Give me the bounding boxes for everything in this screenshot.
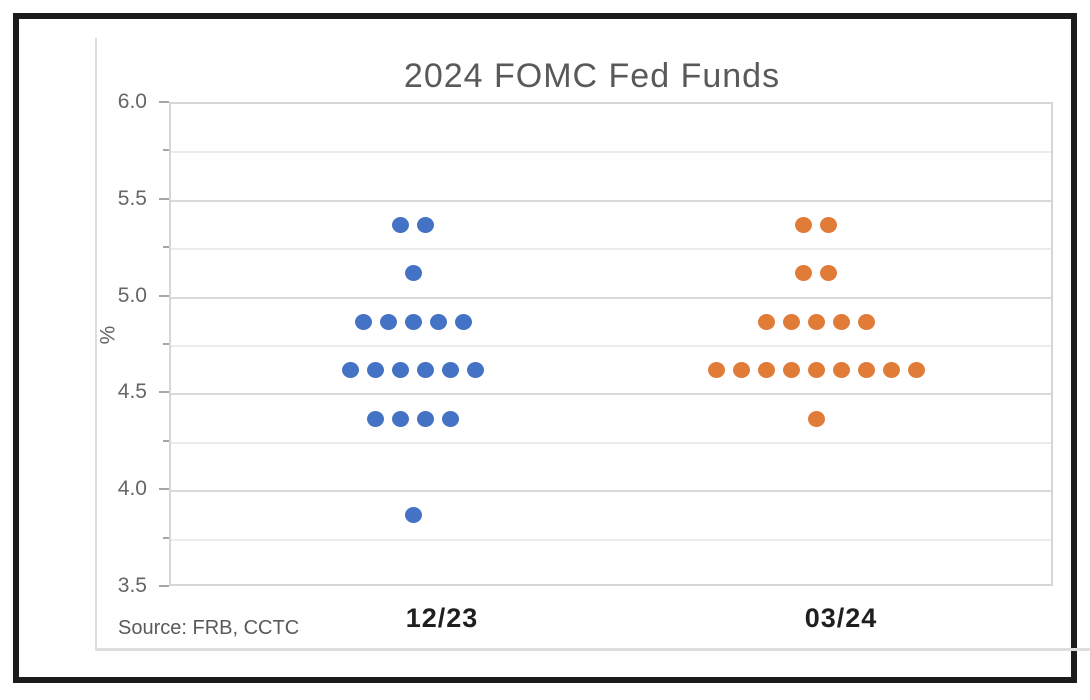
x-label-03-24: 03/24 <box>804 603 878 633</box>
y-tick-mark <box>159 488 169 491</box>
gridline <box>171 296 1051 299</box>
y-tick-mark <box>163 149 169 152</box>
gridline <box>171 345 1051 347</box>
dot-12-23 <box>342 362 359 379</box>
gridline <box>171 248 1051 251</box>
dot-03-24 <box>820 217 837 233</box>
y-tick-label: 4.5 <box>117 380 147 404</box>
gridline <box>171 538 1051 541</box>
gridline <box>171 151 1051 154</box>
dot-12-23 <box>354 313 372 330</box>
dot-12-23 <box>392 217 409 233</box>
dot-12-23 <box>404 265 422 282</box>
dot-12-23 <box>404 507 422 524</box>
gridline <box>171 199 1051 202</box>
dot-03-24 <box>782 313 800 330</box>
dot-12-23 <box>379 313 397 330</box>
gridline <box>171 393 1051 396</box>
dot-12-23 <box>392 410 409 427</box>
y-tick-label: 3.5 <box>117 574 147 597</box>
dot-12-23 <box>367 410 384 427</box>
dot-12-23 <box>429 313 447 330</box>
dot-03-24 <box>820 265 837 282</box>
dot-12-23 <box>417 362 434 379</box>
y-tick-mark <box>159 294 169 297</box>
dot-03-24 <box>882 362 900 379</box>
y-tick-mark <box>159 585 169 587</box>
y-tick-mark <box>163 343 169 345</box>
y-tick-mark <box>159 197 169 200</box>
dot-12-23 <box>417 217 434 233</box>
dot-03-24 <box>795 265 812 282</box>
source-note: Source: FRB, CCTC <box>118 617 300 639</box>
dot-03-24 <box>857 313 875 330</box>
x-label-12-23: 12/23 <box>405 603 479 633</box>
y-tick-label: 5.0 <box>117 283 147 307</box>
dot-12-23 <box>442 362 459 379</box>
gridline <box>171 441 1051 444</box>
dot-12-23 <box>392 362 409 379</box>
dot-03-24 <box>857 362 875 379</box>
dot-03-24 <box>807 362 825 379</box>
dot-03-24 <box>807 313 825 330</box>
dot-03-24 <box>832 362 850 379</box>
gridline <box>171 490 1051 493</box>
y-tick-mark <box>163 439 169 442</box>
dot-03-24 <box>757 313 775 330</box>
y-tick-mark <box>163 536 169 539</box>
plot-area <box>169 102 1053 586</box>
dot-12-23 <box>404 313 422 330</box>
dot-03-24 <box>732 362 750 379</box>
y-tick-label: 5.5 <box>117 186 147 210</box>
dot-03-24 <box>757 362 775 379</box>
y-tick-mark <box>163 246 169 249</box>
dot-12-23 <box>417 410 434 427</box>
y-axis-title: % <box>96 325 120 345</box>
dot-12-23 <box>467 362 484 379</box>
dot-03-24 <box>832 313 850 330</box>
outer-frame: 2024 FOMC Fed Funds % 6.0 5.5 5.0 4.5 4.0 3.5… <box>13 13 1090 683</box>
y-tick-mark <box>159 391 169 394</box>
dot-12-23 <box>367 362 384 379</box>
dot-12-23 <box>442 410 459 427</box>
chart-title: 2024 FOMC Fed Funds <box>403 57 781 95</box>
y-tick-label: 6.0 <box>117 90 147 113</box>
dot-03-24 <box>707 362 725 379</box>
y-tick-mark <box>159 101 169 103</box>
dot-03-24 <box>782 362 800 379</box>
dot-03-24 <box>907 362 925 379</box>
y-tick-label: 4.0 <box>117 477 147 501</box>
dot-03-24 <box>807 410 825 427</box>
chart-panel-bottom-edge <box>95 648 1090 651</box>
dot-03-24 <box>795 217 812 233</box>
chart-panel-left-edge <box>95 38 97 649</box>
dot-12-23 <box>454 313 472 330</box>
